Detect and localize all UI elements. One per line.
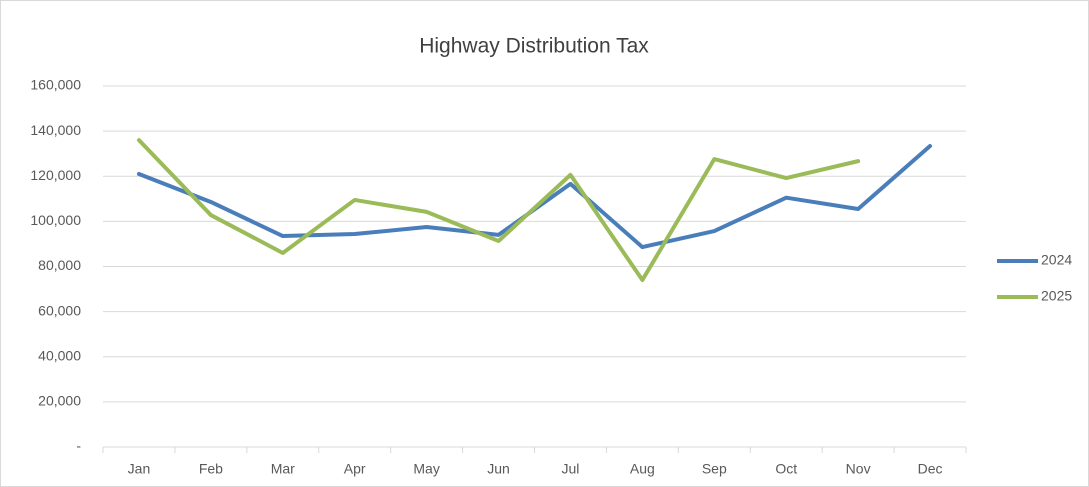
- y-tick-label: 80,000: [38, 257, 81, 273]
- x-tick-label: Apr: [344, 461, 366, 477]
- x-tick-label: Jun: [487, 461, 510, 477]
- y-tick-label: 100,000: [30, 212, 81, 228]
- x-tick-label: Oct: [775, 461, 797, 477]
- y-tick-label: -: [76, 438, 81, 454]
- x-tick-label: Dec: [918, 461, 943, 477]
- y-tick-label: 160,000: [30, 77, 81, 93]
- series-line: [136, 138, 861, 283]
- y-tick-label: 40,000: [38, 347, 81, 363]
- x-tick-label: May: [413, 461, 439, 477]
- x-tick-label: Sep: [702, 461, 727, 477]
- x-tick-label: Aug: [630, 461, 655, 477]
- x-tick-label: Feb: [199, 461, 223, 477]
- y-tick-label: 140,000: [30, 122, 81, 138]
- y-tick-label: 120,000: [30, 167, 81, 183]
- y-tick-label: 60,000: [38, 302, 81, 318]
- x-tick-label: Nov: [846, 461, 871, 477]
- legend-label: 2024: [1041, 252, 1072, 268]
- y-tick-label: 20,000: [38, 393, 81, 409]
- x-tick-label: Jan: [128, 461, 151, 477]
- legend-label: 2025: [1041, 288, 1072, 304]
- x-tick-label: Jul: [562, 461, 580, 477]
- chart-title: Highway Distribution Tax: [419, 35, 649, 58]
- x-tick-label: Mar: [271, 461, 295, 477]
